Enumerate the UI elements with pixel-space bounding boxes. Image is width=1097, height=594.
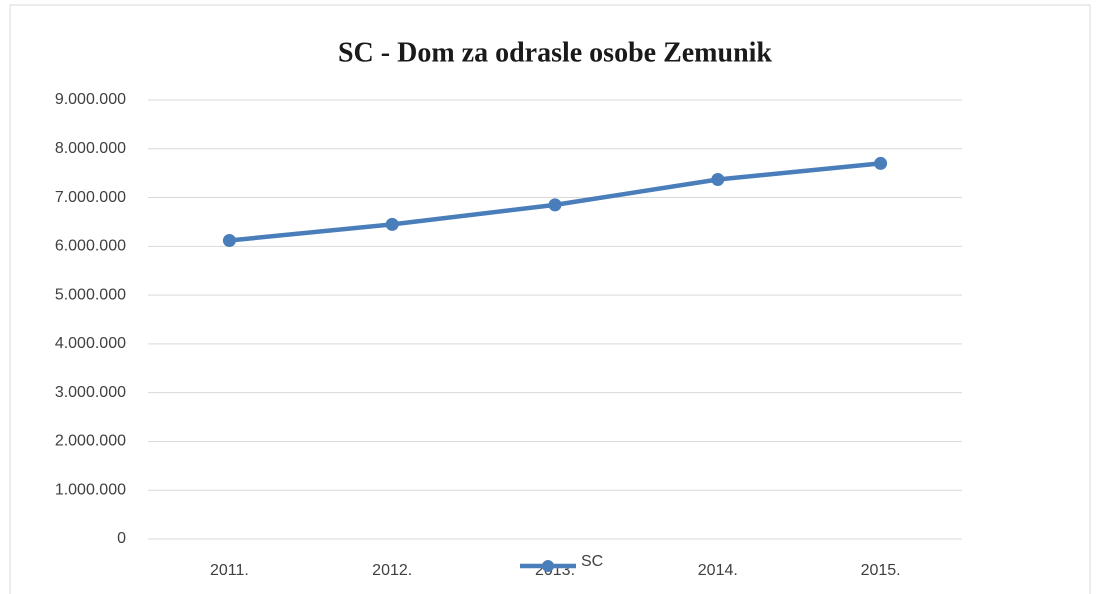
x-tick-label: 2011. [210,562,249,579]
x-tick-label: 2014. [698,562,738,579]
data-point [711,173,725,187]
y-tick-label: 4.000.000 [55,335,126,352]
chart-frame [9,4,1091,594]
legend-marker [542,560,554,572]
y-tick-label: 3.000.000 [55,384,126,401]
y-tick-label: 7.000.000 [55,189,126,206]
data-point [548,198,562,212]
y-tick-label: 1.000.000 [55,481,126,498]
y-tick-label: 8.000.000 [55,140,126,157]
chart-title: SC - Dom za odrasle osobe Zemunik [338,37,772,68]
y-tick-label: 9.000.000 [55,91,126,108]
legend-label: SC [581,553,603,570]
data-point [874,156,888,170]
y-tick-label: 2.000.000 [55,433,126,450]
x-tick-label: 2012. [372,562,412,579]
x-tick-label: 2015. [861,562,901,579]
data-point [222,233,236,247]
y-tick-label: 5.000.000 [55,286,126,303]
data-point [385,217,399,231]
y-tick-label: 0 [117,530,126,547]
y-tick-label: 6.000.000 [55,238,126,255]
